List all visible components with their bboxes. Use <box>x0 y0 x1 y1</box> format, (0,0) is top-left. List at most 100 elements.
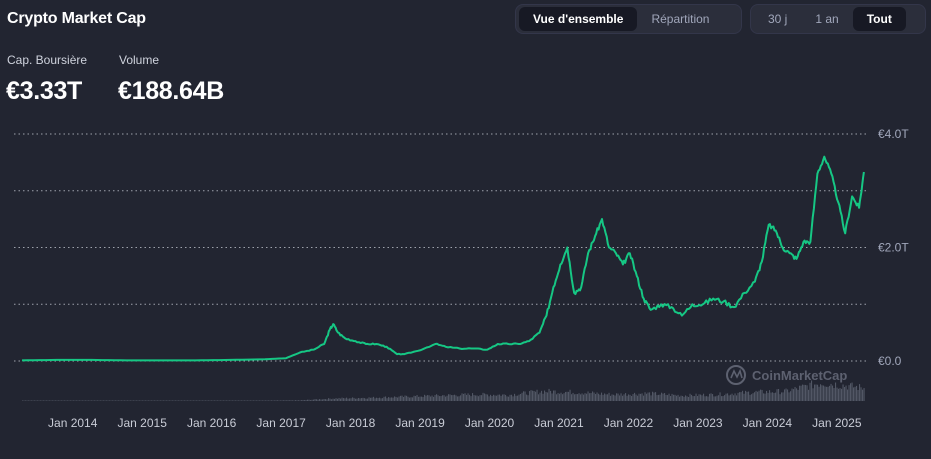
volume-bar-392 <box>610 395 612 401</box>
volume-bar-223 <box>356 398 358 401</box>
volume-bar-396 <box>616 393 618 401</box>
volume-bar-334 <box>523 391 525 401</box>
tab-overview[interactable]: Vue d'ensemble <box>519 7 638 31</box>
volume-bar-104 <box>178 400 180 401</box>
x-tick-label-7: Jan 2021 <box>534 416 584 430</box>
volume-bar-353 <box>551 393 553 401</box>
volume-bar-56 <box>106 400 108 401</box>
volume-bar-346 <box>541 390 543 401</box>
volume-bar-159 <box>260 400 262 401</box>
range-1y[interactable]: 1 an <box>815 12 839 26</box>
volume-bar-337 <box>527 395 529 401</box>
volume-bar-560 <box>862 389 864 401</box>
volume-bar-342 <box>535 391 537 401</box>
volume-bar-501 <box>773 392 775 401</box>
volume-bar-22 <box>55 400 57 401</box>
volume-bar-515 <box>794 386 796 401</box>
volume-bar-155 <box>254 400 256 401</box>
volume-bar-511 <box>788 392 790 401</box>
volume-bar-199 <box>320 399 322 401</box>
volume-bar-171 <box>278 400 280 401</box>
volume-bar-112 <box>190 400 192 401</box>
volume-bar-466 <box>721 396 723 401</box>
volume-bar-124 <box>208 400 210 401</box>
volume-bar-320 <box>502 394 504 401</box>
volume-bar-366 <box>571 394 573 401</box>
volume-bar-277 <box>437 395 439 401</box>
volume-bar-470 <box>727 393 729 401</box>
volume-bar-395 <box>614 395 616 401</box>
volume-bar-372 <box>580 394 582 401</box>
volume-bar-451 <box>698 394 700 401</box>
volume-bar-408 <box>634 392 636 401</box>
volume-bar-28 <box>64 400 66 401</box>
volume-bar-253 <box>401 395 403 401</box>
volume-bar-66 <box>121 400 123 401</box>
volume-bar-203 <box>326 399 328 401</box>
volume-bar-489 <box>755 390 757 401</box>
tab-breakdown[interactable]: Répartition <box>651 12 710 26</box>
volume-bar-29 <box>65 400 67 401</box>
range-30d[interactable]: 30 j <box>768 12 788 26</box>
grid-lines <box>14 133 866 362</box>
volume-bar-167 <box>272 400 274 401</box>
volume-bar-222 <box>355 398 357 401</box>
volume-bar-146 <box>241 400 243 401</box>
volume-bar-293 <box>461 393 463 401</box>
volume-bar-205 <box>329 398 331 401</box>
volume-bar-74 <box>133 400 135 401</box>
volume-bar-212 <box>340 398 342 401</box>
volume-bar-546 <box>841 388 843 401</box>
volume-bar-181 <box>293 400 295 401</box>
volume-bar-1 <box>23 400 25 401</box>
volume-bar-30 <box>67 400 69 401</box>
volume-bar-298 <box>469 394 471 401</box>
volume-bar-508 <box>784 389 786 401</box>
range-all[interactable]: Tout <box>852 7 906 31</box>
volume-bar-400 <box>622 395 624 401</box>
volume-bar-352 <box>550 390 552 401</box>
volume-bar-294 <box>463 393 465 401</box>
volume-bar-445 <box>689 393 691 401</box>
volume-bar-537 <box>827 386 829 401</box>
volume-bar-126 <box>211 400 213 401</box>
volume-bar-215 <box>344 398 346 401</box>
volume-bar-371 <box>578 393 580 401</box>
volume-bar-246 <box>391 397 393 401</box>
volume-bar-7 <box>32 400 34 401</box>
watermark: CoinMarketCap <box>726 365 847 385</box>
volume-bar-398 <box>619 395 621 401</box>
volume-bar-376 <box>586 393 588 401</box>
x-tick-label-0: Jan 2014 <box>48 416 98 430</box>
volume-bar-441 <box>683 396 685 401</box>
volume-bar-340 <box>532 390 534 401</box>
volume-bar-202 <box>325 399 327 401</box>
volume-bar-69 <box>125 400 127 401</box>
volume-bar-12 <box>40 400 42 401</box>
volume-bar-437 <box>677 394 679 401</box>
volume-bar-196 <box>316 399 318 401</box>
volume-bar-82 <box>145 400 147 401</box>
volume-bar-201 <box>323 398 325 401</box>
volume-bar-17 <box>47 400 49 401</box>
volume-bar-241 <box>383 396 385 401</box>
volume-bar-447 <box>692 396 694 401</box>
x-tick-label-11: Jan 2025 <box>812 416 862 430</box>
volume-bar-484 <box>748 391 750 401</box>
volume-bar-14 <box>43 400 45 401</box>
volume-bar-455 <box>704 396 706 401</box>
volume-bar-303 <box>476 395 478 401</box>
volume-bar-72 <box>130 400 132 401</box>
volume-bar-61 <box>113 400 115 401</box>
volume-bar-122 <box>205 400 207 401</box>
volume-bar-62 <box>115 400 117 401</box>
volume-bar-456 <box>706 396 708 401</box>
volume-bar-350 <box>547 392 549 401</box>
volume-bar-297 <box>467 393 469 401</box>
volume-bar-493 <box>761 389 763 401</box>
volume-bar-355 <box>554 390 556 401</box>
volume-bar-449 <box>695 393 697 401</box>
volume-bar-535 <box>824 386 826 401</box>
volume-bar-133 <box>221 400 223 401</box>
